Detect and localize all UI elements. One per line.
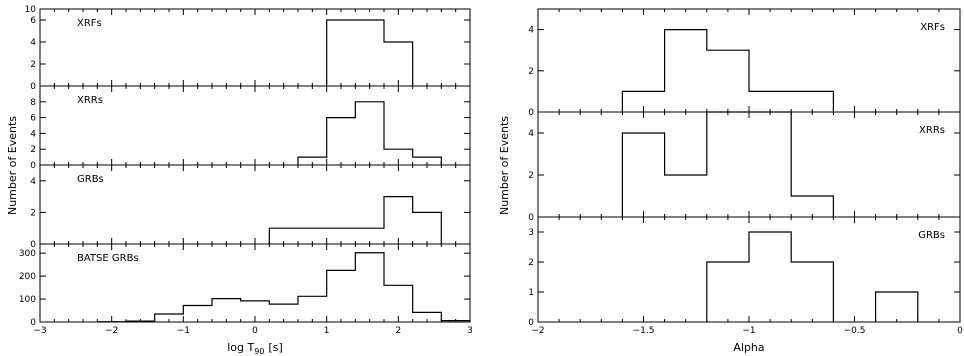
panel-label: GRBs: [918, 230, 945, 241]
y-tick-label: 0: [528, 318, 534, 328]
x-axis-label: Alpha: [733, 341, 764, 354]
histogram-bin: [791, 262, 833, 322]
y-tick-label: 3: [528, 228, 534, 238]
y-tick-label: 2: [30, 145, 36, 155]
x-tick-label: −1.5: [633, 326, 655, 336]
x-tick-label: 0: [252, 326, 258, 336]
histogram-bin: [327, 270, 356, 322]
panel-label: XRFs: [77, 18, 102, 29]
y-tick-label: 2: [30, 208, 36, 218]
x-tick-label: 0: [957, 326, 963, 336]
panel-grbs: 0 2 4 GRBs: [30, 164, 471, 250]
histogram-bin: [212, 299, 241, 322]
y-tick-label: 0: [528, 108, 534, 118]
histogram-outline: [621, 111, 834, 217]
y-tick-label: 0: [30, 161, 36, 171]
y-axis-label: Number of Events: [498, 116, 511, 215]
y-tick-label: 0: [30, 82, 36, 92]
x-tick-label: −1: [177, 326, 190, 336]
histogram-bin: [622, 133, 664, 217]
histogram-bin: [707, 262, 749, 322]
panel-grbs: 0 1 2 3 GRBs: [528, 216, 961, 328]
x-tick-label: −2: [531, 326, 544, 336]
histogram-bin: [355, 102, 384, 165]
x-axis-label-unit: [s]: [268, 341, 282, 354]
panel-label: XRRs: [77, 95, 103, 106]
histogram-outline: [706, 231, 919, 322]
right-histogram-chart: 0 2 4 XRFs 0 2 4 XRRs 0 1 2 3 GRBs −2 −1.5 −1 −0.5 0 Alpha…: [498, 8, 963, 354]
histogram-bin: [749, 232, 791, 322]
panel-xrrs: 0 2 4 XRRs: [528, 111, 961, 223]
histogram-bin: [791, 196, 833, 217]
y-tick-label: 100: [19, 295, 36, 305]
y-tick-label: 4: [30, 177, 36, 187]
histogram-bin: [665, 30, 707, 112]
panel-xrfs: 0 2 4 XRFs: [528, 8, 961, 118]
histogram-bin: [355, 253, 384, 322]
panel-xrrs: 0 2 4 6 8 XRRs: [30, 85, 471, 171]
panel-xrfs: 0 2 4 610 XRFs: [25, 5, 471, 92]
x-tick-label: −3: [33, 326, 46, 336]
panel-label: BATSE GRBs: [77, 253, 139, 264]
x-tick-label: 2: [395, 326, 401, 336]
histogram-bin: [413, 212, 442, 244]
histogram-outline: [621, 29, 834, 112]
histogram-bin: [665, 175, 707, 217]
x-tick-label: −1: [742, 326, 755, 336]
panel-frame: [39, 164, 471, 245]
y-tick-label: 6: [30, 114, 36, 124]
y-axis-label: Number of Events: [6, 116, 19, 215]
y-tick-label: 2: [528, 67, 534, 77]
panel-frame: [39, 85, 471, 166]
y-tick-label: 10: [25, 5, 37, 15]
y-tick-label: 200: [19, 272, 36, 282]
histogram-bin: [384, 42, 413, 86]
histogram-bin: [707, 112, 791, 217]
histogram-outline: [297, 101, 442, 165]
y-tick-label: 4: [30, 129, 36, 139]
histogram-outline: [268, 196, 442, 244]
histogram-bin: [327, 20, 384, 86]
y-tick-label: 0: [30, 240, 36, 250]
panel-label: XRRs: [919, 125, 945, 136]
histogram-bin: [749, 91, 833, 112]
histogram-bin: [876, 292, 918, 322]
panel-frame: [39, 8, 471, 87]
panel-label: XRFs: [920, 22, 945, 33]
x-tick-label: 3: [467, 326, 473, 336]
histogram-outline: [96, 252, 471, 323]
x-tick-label: −0.5: [844, 326, 866, 336]
y-tick-label: 4: [30, 38, 36, 48]
histogram-bin: [327, 118, 356, 165]
histogram-bin: [384, 197, 413, 244]
histogram-bin: [298, 296, 327, 322]
x-axis-label: log T90 [s]: [227, 341, 283, 356]
x-axis-label-subscript: 90: [254, 347, 264, 356]
y-tick-label: 0: [30, 318, 36, 328]
y-tick-label: 6: [30, 16, 36, 26]
y-tick-label: 2: [30, 60, 36, 70]
x-tick-label: 1: [324, 326, 330, 336]
y-tick-label: 2: [528, 258, 534, 268]
histogram-outline: [326, 19, 414, 86]
y-tick-label: 4: [528, 129, 534, 139]
histogram-bin: [707, 50, 749, 112]
y-tick-label: 1: [528, 288, 534, 298]
y-tick-label: 0: [528, 213, 534, 223]
x-tick-label: −2: [105, 326, 118, 336]
panel-frame: [537, 111, 961, 218]
y-tick-label: 300: [19, 249, 36, 259]
panel-batse-grbs: 0 100 200 300 BATSE GRBs: [19, 243, 471, 328]
x-axis-label-main: log T: [227, 341, 254, 354]
y-tick-label: 2: [528, 171, 534, 181]
y-tick-label: 8: [30, 98, 36, 108]
y-tick-label: 4: [528, 26, 534, 36]
panel-label: GRBs: [77, 174, 104, 185]
